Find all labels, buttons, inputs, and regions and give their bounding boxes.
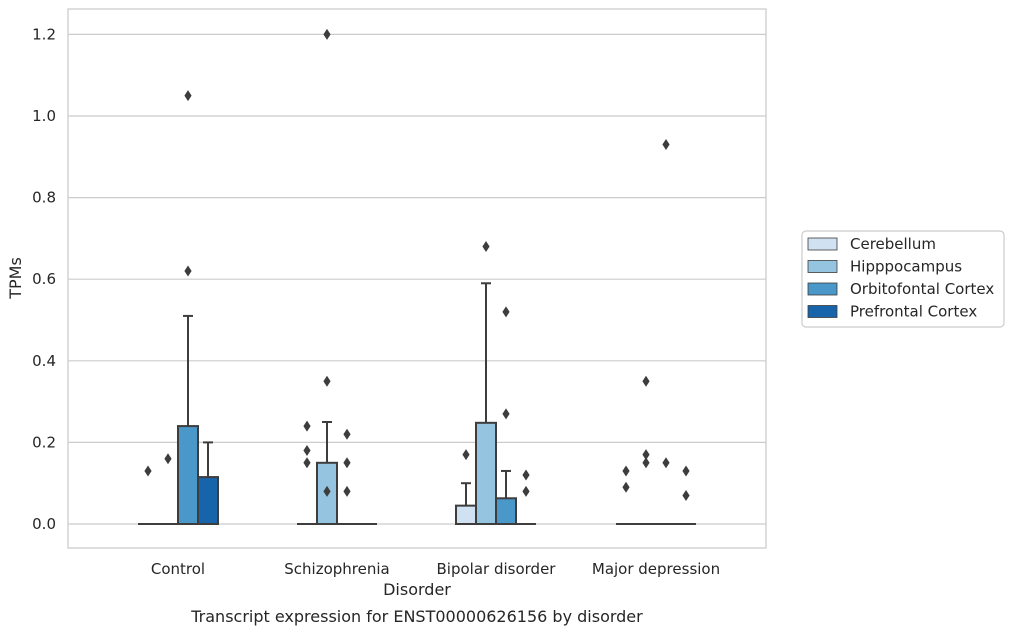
outlier-point	[303, 445, 311, 457]
legend: Cerebellum Hipppocampus Orbitofontal Corte…	[801, 230, 1005, 328]
box-hipppocampus	[158, 453, 178, 525]
x-tick-label: Schizophrenia	[284, 560, 389, 578]
outlier-point	[303, 457, 311, 469]
outlier-point	[522, 469, 530, 481]
outlier-point	[184, 90, 192, 102]
legend-frame	[801, 230, 1005, 328]
box-prefrontal-cortex	[197, 441, 219, 525]
outlier-point	[662, 457, 670, 469]
y-tick-label: 1.2	[32, 25, 56, 43]
box-orbitofontal-cortex	[337, 428, 357, 525]
box-body	[197, 476, 219, 525]
outlier-point	[482, 241, 490, 253]
outlier-point	[642, 375, 650, 387]
x-tick-label: Control	[151, 560, 205, 578]
outlier-point	[522, 485, 530, 497]
y-tick-label: 1.0	[32, 107, 56, 125]
box-body	[475, 421, 497, 526]
outlier-point	[502, 306, 510, 318]
x-axis-label: Disorder	[383, 580, 451, 599]
box-orbitofontal-cortex	[495, 306, 517, 525]
outlier-point	[682, 489, 690, 501]
box-orbitofontal-cortex	[177, 90, 199, 525]
outlier-point	[622, 481, 630, 493]
y-tick-label: 0.4	[32, 352, 56, 370]
outlier-point	[622, 465, 630, 477]
legend-swatch	[807, 282, 838, 296]
outlier-point	[343, 485, 351, 497]
y-tick-label: 0.0	[32, 515, 56, 533]
outlier-point	[343, 428, 351, 440]
outlier-point	[343, 457, 351, 469]
outlier-point	[323, 28, 331, 40]
box-prefrontal-cortex	[516, 469, 536, 525]
box-hipppocampus	[316, 28, 338, 525]
x-axis-ticks: Control Schizophrenia Bipolar disorder Majo…	[151, 560, 720, 578]
plot-frame	[67, 8, 767, 549]
gridlines	[68, 33, 766, 525]
y-tick-label: 0.2	[32, 433, 56, 451]
box-prefrontal-cortex	[676, 465, 696, 525]
chart-caption: Transcript expression for ENST0000062615…	[190, 607, 643, 626]
x-tick-label: Major depression	[592, 560, 720, 578]
box-hipppocampus	[636, 375, 656, 525]
outlier-point	[682, 465, 690, 477]
x-tick-label: Bipolar disorder	[437, 560, 557, 578]
y-axis-ticks: 0.0 0.2 0.4 0.6 0.8 1.0 1.2	[32, 25, 56, 533]
y-tick-label: 0.8	[32, 189, 56, 207]
legend-label: Hipppocampus	[850, 258, 962, 276]
legend-swatch	[807, 260, 838, 273]
box-orbitofontal-cortex	[656, 139, 676, 525]
outlier-point	[184, 265, 192, 277]
outlier-point	[303, 420, 311, 432]
box-cerebellum	[138, 465, 158, 525]
box-marks	[138, 28, 696, 526]
legend-label: Prefrontal Cortex	[850, 303, 977, 321]
box-cerebellum	[455, 449, 477, 526]
outlier-point	[164, 453, 172, 465]
box-body	[495, 497, 517, 525]
box-hipppocampus	[475, 241, 497, 526]
box-cerebellum	[297, 420, 317, 525]
outlier-point	[502, 408, 510, 420]
outlier-point	[662, 139, 670, 151]
outlier-point	[462, 449, 470, 461]
legend-swatch	[807, 305, 838, 318]
box-body	[177, 425, 199, 525]
outlier-point	[642, 449, 650, 461]
y-tick-label: 0.6	[32, 270, 56, 288]
y-axis-label: TPMs	[6, 257, 25, 300]
outlier-point	[144, 465, 152, 477]
outlier-point	[642, 457, 650, 469]
legend-swatch	[807, 237, 838, 251]
box-body	[455, 504, 477, 526]
box-cerebellum	[616, 465, 636, 525]
legend-label: Orbitofontal Cortex	[850, 280, 994, 298]
legend-label: Cerebellum	[850, 235, 936, 253]
outlier-point	[323, 375, 331, 387]
outlier-point	[323, 485, 331, 497]
